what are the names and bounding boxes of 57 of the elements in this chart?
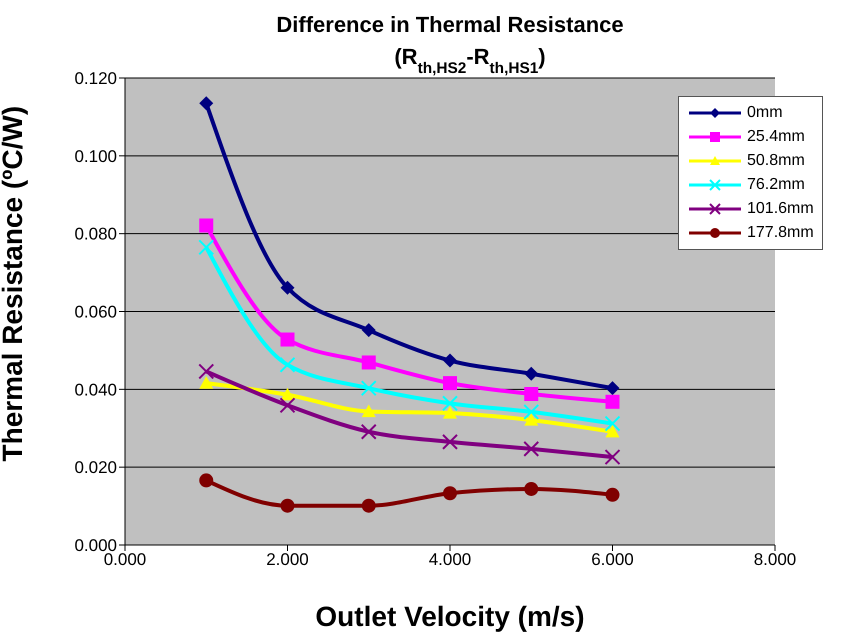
point <box>198 363 214 380</box>
point <box>360 380 377 396</box>
point <box>443 354 457 368</box>
legend-label: 177.8mm <box>747 224 814 242</box>
x-tick-label: 8.000 <box>754 550 796 570</box>
point <box>362 498 376 513</box>
point <box>442 395 458 412</box>
y-tick-label: 0.020 <box>74 458 117 478</box>
legend-label: 0mm <box>747 104 783 122</box>
legend-label: 76.2mm <box>747 176 805 194</box>
point <box>524 482 538 496</box>
point <box>606 394 620 409</box>
x-tick-label: 0.000 <box>104 550 146 570</box>
point <box>606 488 620 502</box>
point <box>199 376 214 389</box>
point <box>606 381 620 396</box>
point <box>360 424 377 440</box>
point <box>199 473 214 488</box>
point <box>524 413 538 426</box>
y-tick-label: 0.060 <box>74 302 117 322</box>
point <box>524 366 538 381</box>
point <box>280 356 296 373</box>
point <box>442 434 458 450</box>
legend-label: 25.4mm <box>747 128 805 146</box>
point <box>524 387 538 402</box>
y-tick-label: 0.080 <box>74 224 117 244</box>
point <box>280 332 294 347</box>
point <box>443 486 457 500</box>
point <box>523 404 540 420</box>
point <box>280 388 294 400</box>
point <box>280 280 294 295</box>
point <box>523 440 540 457</box>
point <box>280 498 294 513</box>
y-axis-title: Thermal Resistance (ºC/W) <box>0 106 28 462</box>
x-tick-label: 6.000 <box>591 550 634 570</box>
point <box>199 96 214 110</box>
point <box>604 416 620 432</box>
point <box>443 406 457 419</box>
x-axis-title: Outlet Velocity (m/s) <box>315 601 585 632</box>
point <box>362 404 376 418</box>
y-tick-label: 0.100 <box>74 146 117 166</box>
x-tick-label: 4.000 <box>428 550 472 570</box>
point <box>198 239 214 256</box>
point <box>280 397 296 414</box>
y-tick-label: 0.040 <box>74 380 117 400</box>
x-tick-label: 2.000 <box>266 550 309 570</box>
point <box>606 424 620 438</box>
point <box>443 376 457 390</box>
point <box>604 449 620 466</box>
chart-title: Difference in Thermal Resistance <box>276 12 624 37</box>
point <box>362 355 376 370</box>
y-tick-label: 0.120 <box>74 69 117 88</box>
legend-label: 101.6mm <box>747 200 814 218</box>
point <box>362 323 376 338</box>
chart-subtitle: (R$_{th,HS2}$-R$_{th,HS1}$) <box>394 44 546 76</box>
legend-label: 50.8mm <box>747 152 805 170</box>
point <box>199 218 214 232</box>
